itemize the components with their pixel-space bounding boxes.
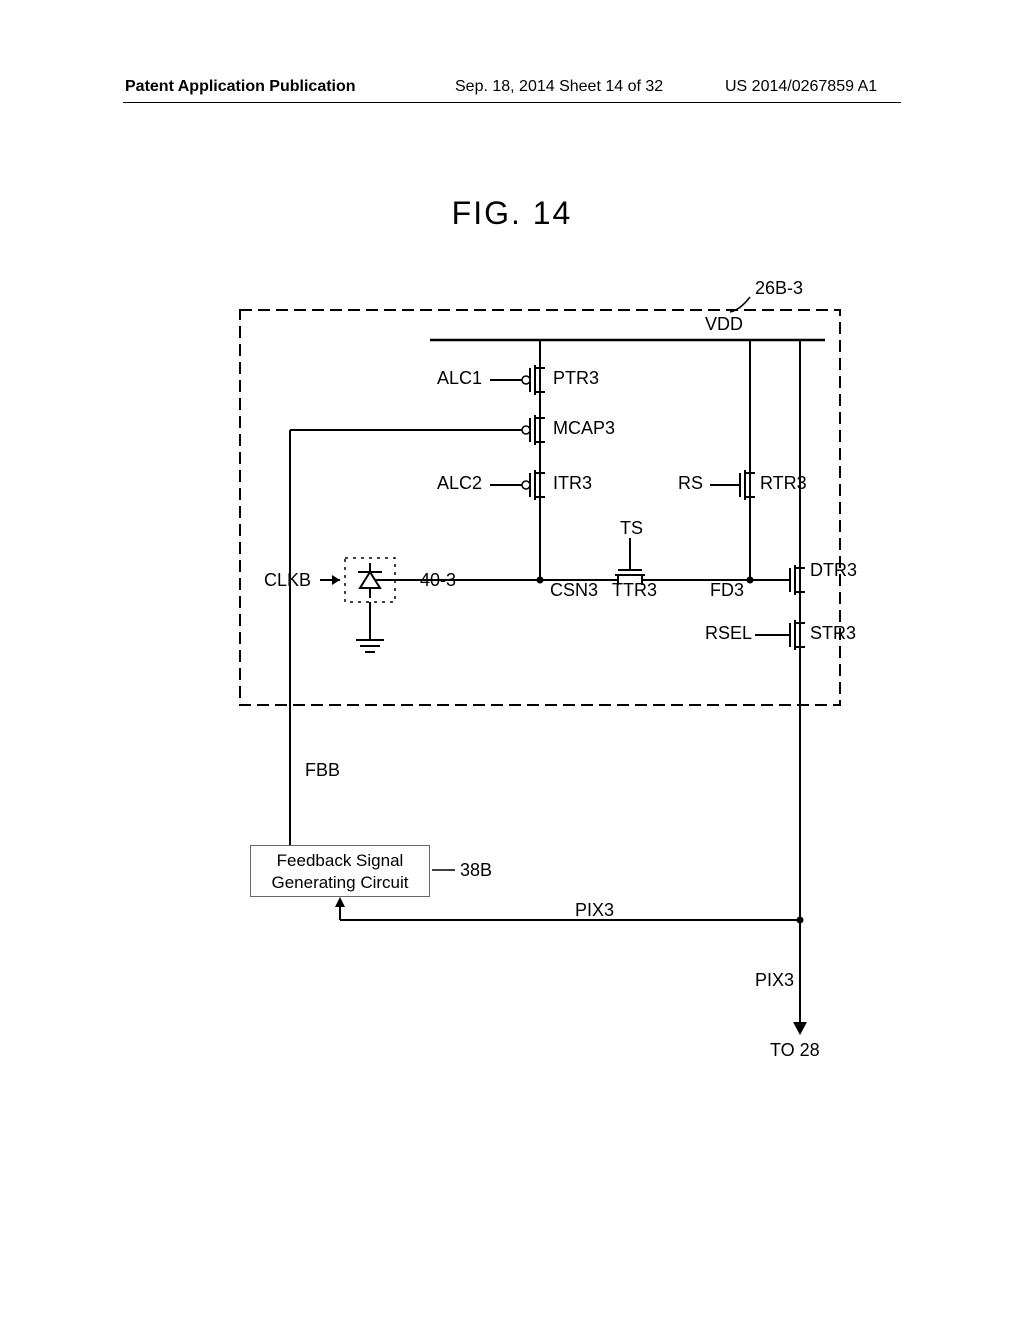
feedback-line2: Generating Circuit	[251, 872, 429, 894]
label-ptr3: PTR3	[553, 368, 599, 389]
label-alc1: ALC1	[437, 368, 482, 389]
label-str3: STR3	[810, 623, 856, 644]
transistor-dtr3	[750, 565, 805, 595]
feedback-box: Feedback Signal Generating Circuit	[250, 845, 430, 897]
label-pix3-a: PIX3	[575, 900, 614, 921]
label-to28: TO 28	[770, 1040, 820, 1061]
label-vdd: VDD	[705, 314, 743, 335]
figure-title: FIG. 14	[0, 195, 1024, 232]
header-right: US 2014/0267859 A1	[725, 78, 877, 96]
transistor-ptr3	[490, 365, 545, 395]
label-mcap3: MCAP3	[553, 418, 615, 439]
circuit-diagram: 26B-3 VDD ALC1 PTR3 MCAP3 ALC2 ITR3 RS R…	[180, 280, 860, 1140]
label-rtr3: RTR3	[760, 473, 807, 494]
transistor-mcap3	[522, 415, 545, 445]
header-rule	[123, 102, 901, 103]
label-fd3: FD3	[710, 580, 744, 601]
label-rsel: RSEL	[705, 623, 752, 644]
label-ts: TS	[620, 518, 643, 539]
header-left: Patent Application Publication	[125, 78, 356, 96]
transistor-str3	[755, 620, 805, 650]
transistor-itr3	[490, 470, 545, 500]
transistor-ttr3	[610, 538, 750, 585]
label-pix3-b: PIX3	[755, 970, 794, 991]
label-fbb: FBB	[305, 760, 340, 781]
feedback-line1: Feedback Signal	[251, 850, 429, 872]
label-ttr3: TTR3	[612, 580, 657, 601]
label-block-ref: 26B-3	[755, 278, 803, 299]
header-center: Sep. 18, 2014 Sheet 14 of 32	[455, 78, 663, 96]
label-dtr3: DTR3	[810, 560, 857, 581]
transistor-rtr3	[710, 470, 755, 500]
label-fb-ref: 38B	[460, 860, 492, 881]
label-rs: RS	[678, 473, 703, 494]
label-diode-ref: 40-3	[420, 570, 456, 591]
label-itr3: ITR3	[553, 473, 592, 494]
page-header: Patent Application Publication Sep. 18, …	[0, 78, 1024, 108]
arrow-down-icon	[793, 1022, 807, 1035]
label-clkb: CLKB	[264, 570, 311, 591]
label-alc2: ALC2	[437, 473, 482, 494]
label-csn3: CSN3	[550, 580, 598, 601]
